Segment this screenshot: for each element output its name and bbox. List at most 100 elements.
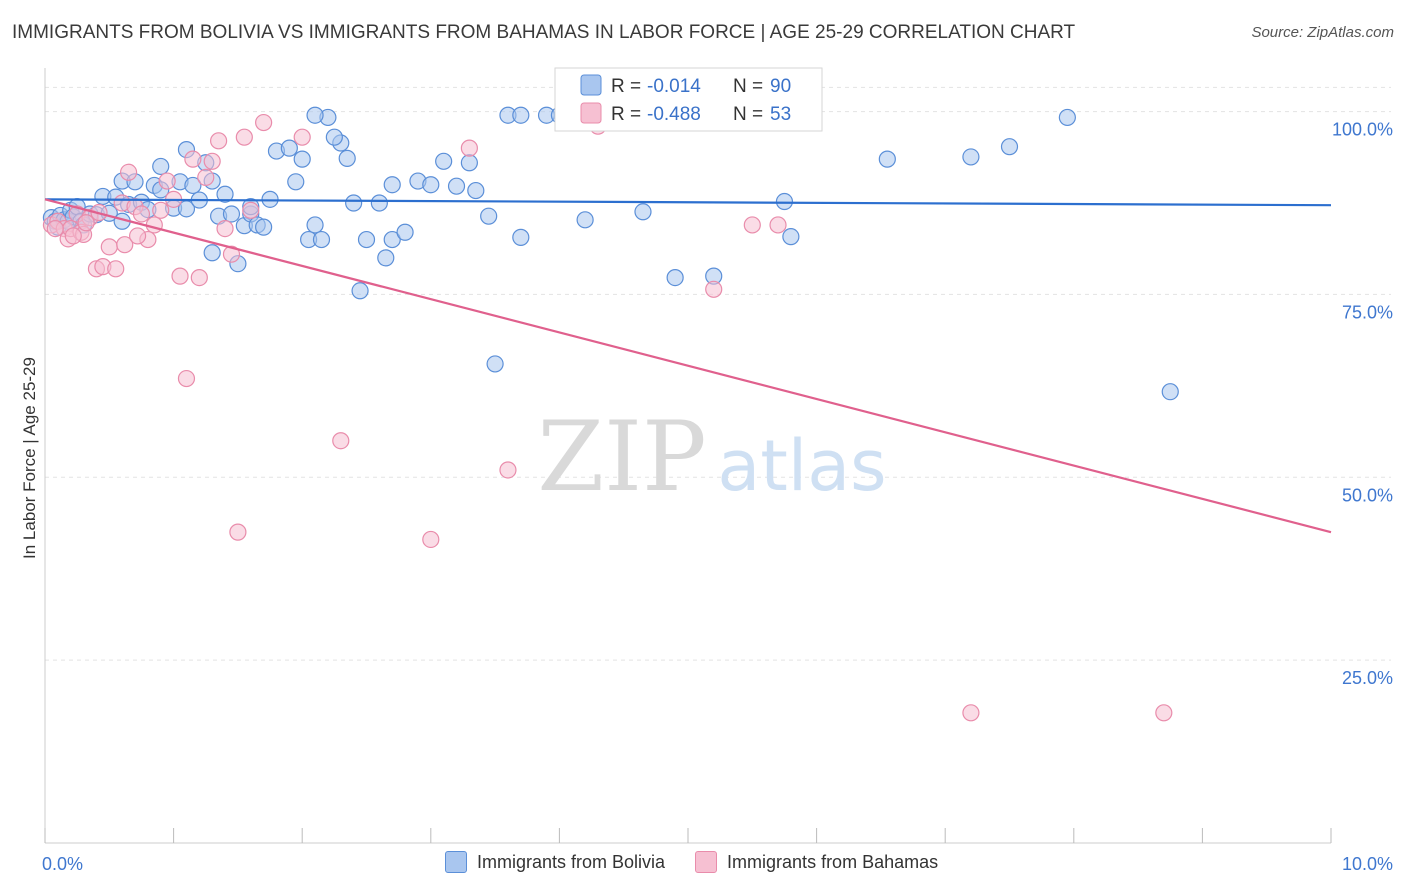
point-bahamas — [255, 113, 273, 132]
point-bahamas — [203, 152, 221, 170]
point-bahamas — [197, 168, 215, 186]
point-bahamas — [177, 369, 196, 388]
point-bahamas — [229, 523, 247, 541]
point-bolivia — [467, 181, 485, 200]
point-bolivia — [486, 355, 504, 373]
legend-item-bahamas[interactable]: Immigrants from Bahamas — [695, 851, 938, 873]
point-bolivia — [512, 228, 530, 246]
trend-line-bolivia — [44, 198, 1332, 207]
point-bolivia — [203, 244, 221, 262]
point-bolivia — [1161, 383, 1179, 401]
point-bolivia — [383, 230, 401, 249]
point-bolivia — [357, 230, 376, 249]
point-bolivia — [1000, 138, 1019, 156]
stats-swatch-bahamas — [580, 102, 602, 124]
point-bahamas — [152, 201, 170, 219]
stats-r-label-bahamas: R = — [611, 104, 641, 125]
stats-n-label-bolivia: N = — [733, 76, 763, 97]
point-bolivia — [184, 176, 202, 195]
point-bolivia — [306, 216, 324, 234]
point-bolivia — [338, 149, 356, 167]
legend-item-bolivia[interactable]: Immigrants from Bolivia — [445, 851, 665, 873]
point-bahamas — [64, 227, 82, 245]
point-bahamas — [769, 216, 787, 234]
point-bahamas — [119, 163, 138, 181]
series-bahamas — [42, 102, 1173, 722]
x-tick-label: 0.0% — [42, 854, 83, 874]
point-bahamas — [499, 461, 517, 479]
point-bolivia — [255, 218, 273, 236]
point-bahamas — [145, 216, 163, 234]
point-bolivia — [293, 150, 311, 168]
stats-box: R = -0.014 N = 90 R = -0.488 N = 53 — [554, 67, 823, 132]
point-bahamas — [422, 530, 440, 549]
y-axis-title: In Labor Force | Age 25-29 — [20, 357, 39, 559]
point-bahamas — [100, 238, 118, 256]
point-bolivia — [216, 185, 234, 203]
point-bahamas — [132, 205, 151, 223]
point-bahamas — [293, 128, 311, 146]
watermark-atlas: atlas — [717, 425, 886, 507]
y-tick-label: 75.0% — [1342, 302, 1393, 322]
point-bahamas — [1155, 704, 1173, 722]
y-tick-label: 100.0% — [1332, 120, 1393, 140]
axes: 25.0% 50.0% 75.0% 100.0% 0.0% 10.0% — [42, 68, 1393, 874]
point-bahamas — [107, 260, 125, 278]
point-bolivia — [377, 249, 395, 267]
stats-n-value-bolivia: 90 — [770, 76, 791, 97]
trend-lines — [44, 198, 1332, 534]
point-bahamas — [222, 245, 241, 263]
point-bolivia — [383, 176, 401, 194]
stats-r-value-bolivia: -0.014 — [647, 76, 701, 97]
point-bahamas — [158, 172, 176, 190]
point-bolivia — [325, 128, 343, 146]
point-bolivia — [878, 150, 896, 168]
point-bahamas — [705, 280, 723, 298]
y-tick-label: 25.0% — [1342, 668, 1393, 688]
point-bolivia — [512, 106, 530, 124]
stats-r-label-bolivia: R = — [611, 76, 641, 97]
point-bahamas — [242, 201, 260, 219]
legend-swatch-bolivia — [445, 851, 467, 873]
point-bahamas — [216, 220, 234, 238]
point-bolivia — [306, 106, 324, 124]
point-bahamas — [460, 139, 478, 157]
point-bahamas — [235, 128, 253, 146]
y-tick-label: 50.0% — [1342, 485, 1393, 505]
point-bahamas — [962, 704, 980, 722]
data-points — [42, 102, 1179, 722]
point-bahamas — [743, 216, 761, 234]
point-bolivia — [962, 148, 980, 166]
point-bolivia — [222, 205, 241, 223]
stats-n-label-bahamas: N = — [733, 104, 763, 125]
trend-line-bahamas — [44, 198, 1332, 534]
point-bolivia — [447, 177, 466, 195]
point-bahamas — [116, 236, 134, 254]
stats-n-value-bahamas: 53 — [770, 104, 791, 125]
point-bolivia — [775, 192, 794, 211]
point-bahamas — [184, 150, 202, 168]
point-bolivia — [280, 139, 298, 157]
point-bolivia — [345, 194, 363, 212]
point-bahamas — [190, 269, 208, 287]
legend-label-bahamas: Immigrants from Bahamas — [727, 851, 939, 872]
point-bolivia — [312, 230, 331, 249]
source-label: Source: ZipAtlas.com — [1251, 24, 1394, 41]
point-bolivia — [422, 176, 440, 194]
chart-title: IMMIGRANTS FROM BOLIVIA VS IMMIGRANTS FR… — [12, 22, 1076, 43]
point-bolivia — [152, 157, 170, 176]
point-bolivia — [634, 203, 652, 221]
point-bolivia — [287, 173, 305, 191]
legend: Immigrants from Bolivia Immigrants from … — [445, 851, 938, 873]
point-bolivia — [1058, 108, 1076, 127]
point-bolivia — [396, 223, 414, 241]
point-bolivia — [782, 228, 800, 246]
point-bahamas — [77, 214, 95, 232]
point-bahamas — [332, 432, 350, 450]
stats-swatch-bolivia — [580, 74, 602, 96]
point-bolivia — [351, 282, 369, 300]
point-bahamas — [128, 227, 147, 245]
legend-label-bolivia: Immigrants from Bolivia — [477, 851, 666, 872]
x-tick-label: 10.0% — [1342, 854, 1393, 874]
